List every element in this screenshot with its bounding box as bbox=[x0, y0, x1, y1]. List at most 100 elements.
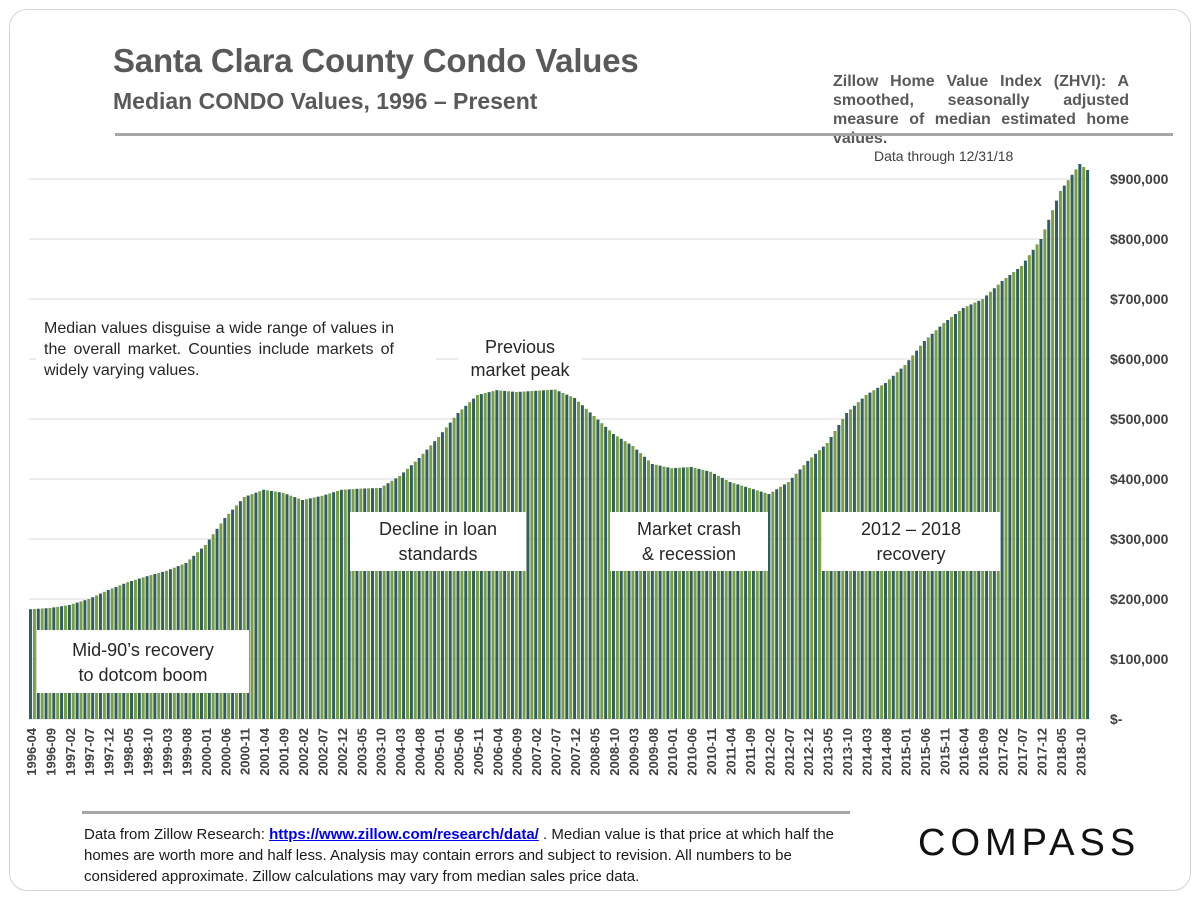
bar bbox=[1086, 170, 1090, 719]
x-tick-label: 2006-04 bbox=[490, 727, 505, 775]
bar bbox=[526, 391, 530, 719]
bar bbox=[988, 291, 992, 719]
bar bbox=[542, 390, 545, 719]
bar bbox=[336, 491, 340, 719]
bar bbox=[538, 390, 542, 719]
bar bbox=[685, 467, 689, 719]
decline-label-line2: standards bbox=[398, 544, 477, 564]
x-tick-label: 2015-01 bbox=[898, 728, 913, 776]
bar bbox=[1070, 174, 1074, 720]
bar bbox=[810, 457, 814, 719]
bar bbox=[1000, 281, 1004, 719]
bar bbox=[219, 523, 223, 719]
x-tick-label: 2009-08 bbox=[646, 728, 661, 776]
bar bbox=[421, 453, 425, 719]
bar bbox=[250, 494, 254, 719]
crash-label-bg bbox=[610, 512, 768, 571]
bar bbox=[374, 488, 378, 719]
x-tick-label: 2013-10 bbox=[840, 728, 855, 776]
bar bbox=[596, 419, 600, 719]
chart-title: Santa Clara County Condo Values bbox=[113, 42, 639, 79]
bar bbox=[534, 390, 538, 719]
x-tick-label: 2010-06 bbox=[685, 728, 700, 776]
bar bbox=[670, 468, 674, 719]
bar bbox=[417, 458, 421, 719]
x-tick-label: 2001-04 bbox=[257, 727, 272, 775]
bar bbox=[674, 467, 678, 719]
bar bbox=[328, 493, 332, 719]
bar bbox=[405, 468, 409, 719]
bar bbox=[969, 304, 973, 719]
bar bbox=[378, 488, 382, 719]
bar bbox=[604, 426, 608, 719]
bar bbox=[324, 494, 328, 719]
bar bbox=[650, 464, 654, 719]
bar bbox=[390, 480, 394, 719]
bar bbox=[825, 443, 829, 719]
bar bbox=[569, 396, 573, 719]
mid90s-label-bg bbox=[37, 630, 249, 693]
x-tick-label: 1997-07 bbox=[82, 728, 97, 776]
bar bbox=[269, 491, 273, 719]
bar bbox=[580, 405, 584, 719]
bar bbox=[608, 430, 612, 719]
bar bbox=[1074, 169, 1078, 719]
x-tick-label: 2006-09 bbox=[510, 728, 525, 776]
x-tick-label: 2011-04 bbox=[724, 727, 739, 775]
bar bbox=[32, 608, 36, 719]
bar bbox=[1023, 260, 1027, 719]
bar bbox=[359, 488, 363, 719]
x-tick-label: 2007-02 bbox=[529, 728, 544, 776]
bar bbox=[553, 389, 557, 719]
bar bbox=[1039, 239, 1043, 719]
peak-label-line1: Previous bbox=[485, 337, 555, 357]
bar bbox=[973, 302, 977, 719]
bar bbox=[798, 469, 802, 719]
x-tick-label: 2018-05 bbox=[1054, 728, 1069, 776]
bar bbox=[611, 434, 615, 719]
bar bbox=[557, 391, 561, 719]
x-tick-label: 2013-05 bbox=[821, 728, 836, 776]
bar bbox=[681, 467, 685, 719]
bar bbox=[786, 482, 790, 719]
bar bbox=[977, 300, 981, 719]
x-tick-label: 2010-11 bbox=[704, 728, 719, 775]
bar bbox=[1035, 244, 1039, 719]
bar bbox=[635, 449, 639, 719]
source-link[interactable]: https://www.zillow.com/research/data/ bbox=[269, 826, 539, 843]
bar bbox=[234, 505, 238, 719]
bar bbox=[215, 528, 219, 719]
bar bbox=[646, 460, 650, 719]
bar bbox=[1020, 266, 1024, 719]
bar bbox=[576, 401, 580, 719]
x-tick-label: 2005-01 bbox=[432, 728, 447, 776]
bar bbox=[1043, 229, 1047, 719]
y-tick-label: $- bbox=[1110, 711, 1123, 727]
bar bbox=[242, 497, 246, 719]
bar bbox=[697, 468, 701, 719]
bar bbox=[355, 488, 359, 719]
bar bbox=[398, 476, 402, 719]
bar bbox=[736, 484, 740, 719]
bar bbox=[1051, 210, 1055, 719]
bar bbox=[829, 437, 833, 719]
bar bbox=[437, 437, 441, 719]
bar bbox=[425, 449, 429, 719]
bar bbox=[1047, 219, 1051, 720]
x-tick-label: 2003-10 bbox=[374, 728, 389, 776]
bar bbox=[258, 491, 262, 719]
bar bbox=[273, 491, 277, 719]
bar bbox=[394, 478, 398, 719]
x-tick-label: 2004-08 bbox=[413, 728, 428, 776]
bar bbox=[763, 492, 767, 719]
bar bbox=[266, 490, 270, 719]
bar bbox=[565, 394, 569, 719]
bar bbox=[802, 465, 806, 719]
bar bbox=[304, 499, 308, 719]
bar bbox=[351, 489, 355, 719]
decline-label-line1: Decline in loan bbox=[379, 519, 497, 539]
bar bbox=[678, 467, 682, 719]
bar bbox=[615, 436, 619, 719]
bar bbox=[277, 492, 281, 719]
bar bbox=[709, 471, 713, 719]
